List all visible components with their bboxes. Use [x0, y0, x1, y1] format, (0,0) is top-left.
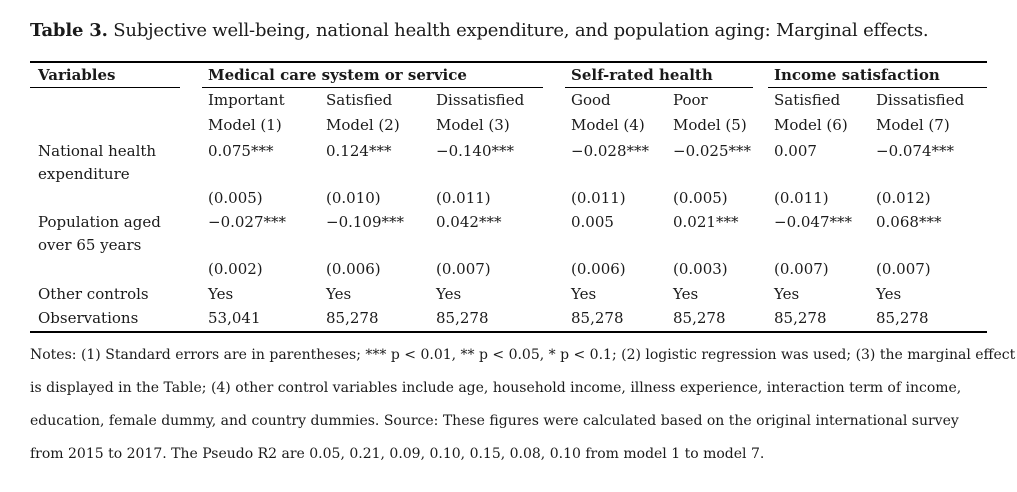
row-label: Other controls: [38, 285, 149, 303]
observations-cell: 85,278: [436, 309, 489, 327]
se-cell: (0.005): [208, 189, 263, 207]
observations-cell: 85,278: [876, 309, 929, 327]
model-label: Model (7): [876, 116, 950, 134]
observations-cell: 53,041: [208, 309, 261, 327]
se-cell: (0.011): [774, 189, 829, 207]
subhead: Dissatisfied: [876, 91, 965, 109]
group-underline: [565, 87, 753, 88]
notes-line: from 2015 to 2017. The Pseudo R2 are 0.0…: [30, 446, 765, 462]
controls-cell: Yes: [673, 285, 699, 303]
se-cell: (0.006): [326, 260, 381, 278]
coef-cell: −0.109***: [326, 213, 405, 231]
row-label: expenditure: [38, 165, 130, 183]
model-label: Model (1): [208, 116, 282, 134]
se-cell: (0.002): [208, 260, 263, 278]
se-cell: (0.011): [436, 189, 491, 207]
controls-cell: Yes: [326, 285, 352, 303]
table-notes: Notes: (1) Standard errors are in parent…: [30, 339, 1016, 471]
se-cell: (0.012): [876, 189, 931, 207]
group-underline: [202, 87, 543, 88]
coef-cell: −0.047***: [774, 213, 853, 231]
top-rule: [30, 61, 987, 63]
se-cell: (0.003): [673, 260, 728, 278]
model-label: Model (2): [326, 116, 400, 134]
coef-cell: 0.021***: [673, 213, 739, 231]
controls-cell: Yes: [571, 285, 597, 303]
row-label: over 65 years: [38, 236, 142, 254]
se-cell: (0.006): [571, 260, 626, 278]
coef-cell: −0.027***: [208, 213, 287, 231]
header-variables: Variables: [38, 66, 116, 84]
coef-cell: −0.074***: [876, 142, 955, 160]
bottom-rule: [30, 331, 987, 333]
observations-cell: 85,278: [774, 309, 827, 327]
controls-cell: Yes: [774, 285, 800, 303]
coef-cell: −0.025***: [673, 142, 752, 160]
coef-cell: 0.007: [774, 142, 817, 160]
subhead: Satisfied: [326, 91, 393, 109]
se-cell: (0.007): [774, 260, 829, 278]
header-rule: [30, 87, 180, 88]
se-cell: (0.005): [673, 189, 728, 207]
group-header-income-satisfaction: Income satisfaction: [774, 66, 940, 84]
model-label: Model (5): [673, 116, 747, 134]
group-header-medical-care: Medical care system or service: [208, 66, 467, 84]
model-label: Model (6): [774, 116, 848, 134]
table-label: Table 3.: [30, 20, 108, 41]
subhead: Poor: [673, 91, 708, 109]
coef-cell: 0.042***: [436, 213, 502, 231]
subhead: Important: [208, 91, 285, 109]
table-title: Subjective well-being, national health e…: [107, 20, 929, 41]
subhead: Satisfied: [774, 91, 841, 109]
subhead: Good: [571, 91, 611, 109]
se-cell: (0.010): [326, 189, 381, 207]
observations-cell: 85,278: [571, 309, 624, 327]
controls-cell: Yes: [876, 285, 902, 303]
subhead: Dissatisfied: [436, 91, 525, 109]
coef-cell: −0.140***: [436, 142, 515, 160]
coef-cell: 0.005: [571, 213, 614, 231]
controls-cell: Yes: [436, 285, 462, 303]
se-cell: (0.007): [436, 260, 491, 278]
notes-line: education, female dummy, and country dum…: [30, 413, 959, 429]
coef-cell: 0.075***: [208, 142, 274, 160]
se-cell: (0.007): [876, 260, 931, 278]
model-label: Model (4): [571, 116, 645, 134]
group-underline: [768, 87, 987, 88]
row-label: National health: [38, 142, 157, 160]
row-label: Population aged: [38, 213, 161, 231]
observations-cell: 85,278: [326, 309, 379, 327]
coef-cell: 0.124***: [326, 142, 392, 160]
group-header-self-rated-health: Self-rated health: [571, 66, 713, 84]
table-caption: Table 3. Subjective well-being, national…: [30, 20, 929, 41]
se-cell: (0.011): [571, 189, 626, 207]
controls-cell: Yes: [208, 285, 234, 303]
model-label: Model (3): [436, 116, 510, 134]
notes-line: is displayed in the Table; (4) other con…: [30, 380, 962, 396]
coef-cell: −0.028***: [571, 142, 650, 160]
coef-cell: 0.068***: [876, 213, 942, 231]
notes-line: Notes: (1) Standard errors are in parent…: [30, 347, 1016, 363]
observations-cell: 85,278: [673, 309, 726, 327]
row-label: Observations: [38, 309, 139, 327]
